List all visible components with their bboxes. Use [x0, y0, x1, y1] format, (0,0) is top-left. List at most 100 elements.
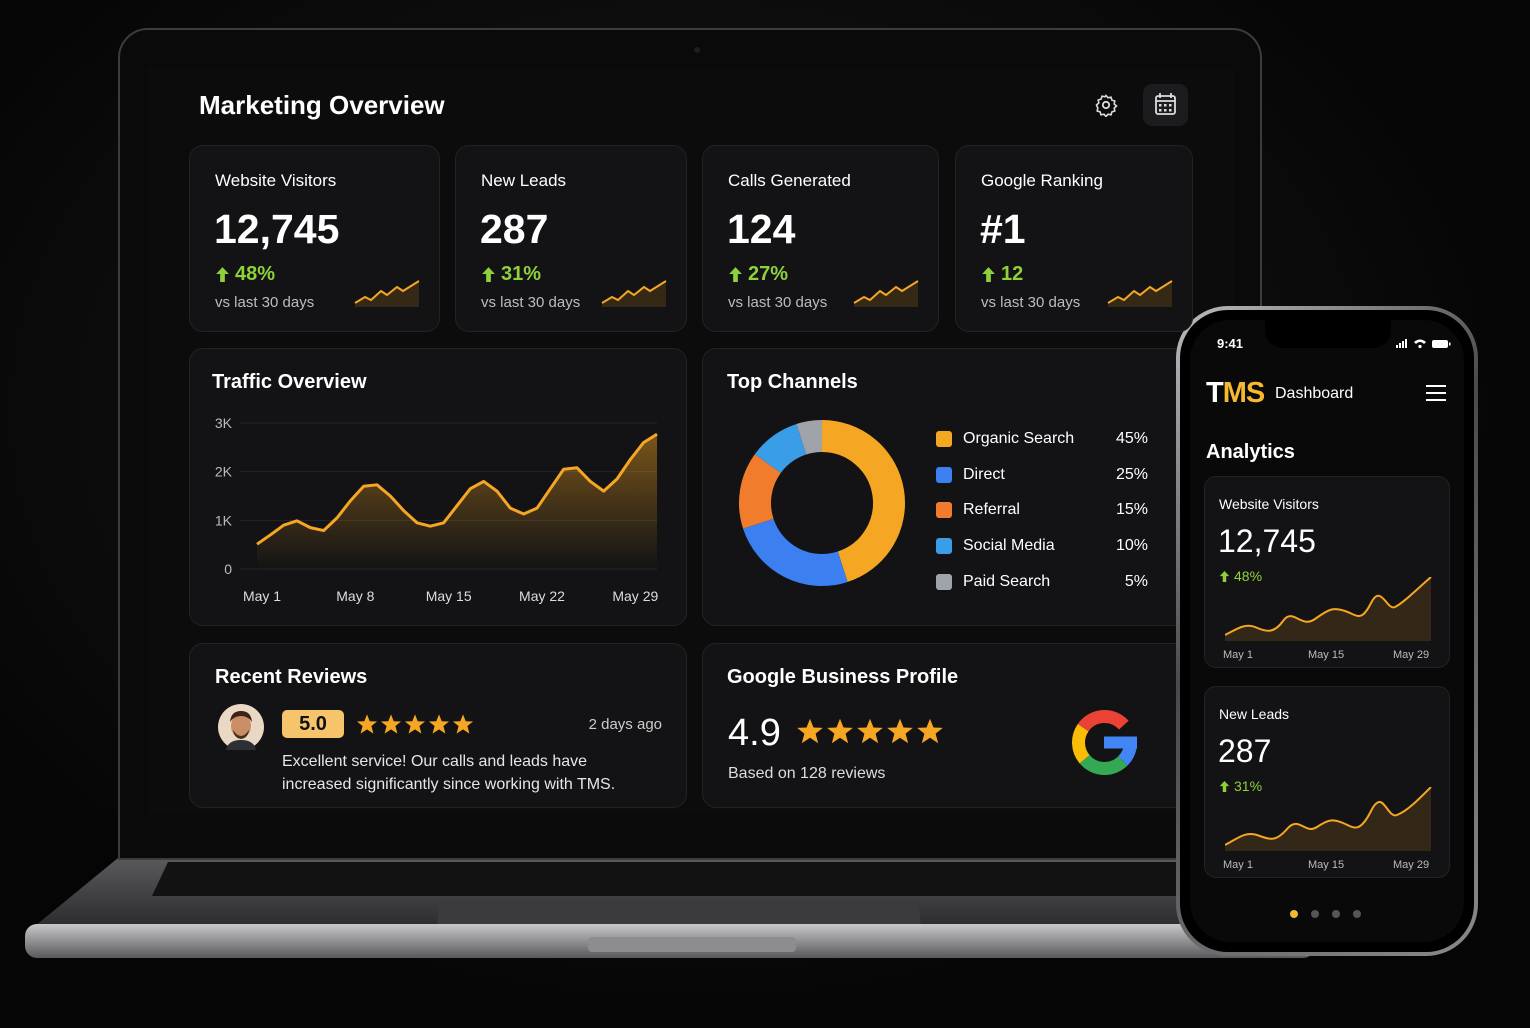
card-value: 12,745 [1218, 523, 1316, 559]
arrow-shape [482, 267, 495, 282]
x-label: May 1 [1223, 859, 1253, 871]
legend-label: Paid Search [963, 572, 1051, 590]
legend-item: Social Media 10% [936, 528, 1148, 564]
area [257, 434, 657, 569]
x-tick-label: May 8 [336, 588, 374, 604]
stars [356, 713, 476, 740]
star [380, 714, 402, 734]
legend-swatch [936, 573, 952, 590]
sparkline-area [1225, 577, 1431, 641]
kpi-label: Google Ranking [981, 171, 1103, 190]
traffic-chart: 0 1K 2K 3K May 1 May 8 May 15 May 22 May 29 [215, 415, 659, 604]
star [404, 714, 426, 734]
page-title: Marketing Overview [199, 90, 445, 120]
arrow-shape [216, 267, 229, 282]
x-tick-label: May 1 [243, 588, 281, 604]
settings-button[interactable] [1094, 93, 1118, 117]
change-value: 31% [1234, 778, 1263, 794]
card-title: Traffic Overview [212, 371, 367, 393]
star [428, 714, 450, 734]
star-shape [797, 718, 823, 744]
up-arrow [1219, 570, 1230, 582]
rating-badge: 5.0 [282, 710, 344, 738]
legend-item: Direct 25% [936, 457, 1148, 493]
calendar-icon [1155, 93, 1176, 115]
kpi-change: 48% [215, 263, 275, 286]
change-value: 48% [1234, 568, 1263, 584]
logo-arc [1077, 710, 1129, 732]
donut-segment [743, 518, 848, 586]
x-label: May 15 [1308, 649, 1345, 661]
google-logo [1072, 710, 1137, 775]
donut-chart [739, 420, 905, 586]
phone-card: New Leads 287 31% May 1 May 15 May 29 [1204, 686, 1450, 878]
x-label: May 29 [1393, 649, 1430, 661]
reviews-card: Recent Reviews 5.0 2 days ago Excellent … [189, 643, 687, 808]
kpi-card: Calls Generated 124 27% vs last 30 days [702, 145, 939, 332]
notch [1265, 318, 1391, 348]
sparkline-line [1225, 577, 1432, 636]
sparkline-line [853, 280, 919, 304]
legend-label: Direct [963, 465, 1005, 483]
traffic-card: Traffic Overview 0 1K 2K 3K May 1 May 8 May 15… [189, 348, 687, 626]
pager-dot[interactable] [1332, 910, 1340, 918]
phone-title: Dashboard [1275, 385, 1354, 402]
calendar-button[interactable] [1143, 84, 1188, 126]
legend: Organic Search 45% Direct 25% Referral 15% Soc… [936, 421, 1148, 599]
y-tick-label: 1K [215, 512, 233, 528]
up-arrow [982, 267, 995, 282]
arrow-shape [982, 267, 995, 282]
google-rating: 4.9 [728, 712, 781, 754]
kpi-change: 31% [481, 263, 541, 286]
x-label: May 15 [1308, 859, 1345, 871]
pager-dot[interactable] [1290, 910, 1298, 918]
status-time: 9:41 [1217, 336, 1244, 351]
legend-value: 10% [1115, 536, 1148, 554]
legend-label: Social Media [963, 536, 1055, 554]
y-tick-label: 3K [215, 415, 233, 431]
card-change: 31% [1219, 778, 1262, 794]
stars [796, 717, 946, 750]
pager-dot[interactable] [1311, 910, 1319, 918]
legend-label: Organic Search [963, 429, 1075, 447]
arrow-shape [1219, 570, 1230, 582]
sparkline [1225, 577, 1432, 641]
up-arrow [216, 267, 229, 282]
phone-card: Website Visitors 12,745 48% May 1 May 15 May … [1204, 476, 1450, 668]
legend-swatch [936, 466, 952, 483]
pager [1290, 910, 1361, 918]
kpi-card: New Leads 287 31% vs last 30 days [455, 145, 687, 332]
arrow-shape [1219, 780, 1230, 792]
review-text: Excellent service! Our calls and leads h… [282, 753, 616, 793]
star [452, 714, 474, 734]
kpi-change: 27% [728, 263, 788, 286]
pager-dot[interactable] [1353, 910, 1361, 918]
kpi-note: vs last 30 days [481, 294, 581, 311]
donut-segment [821, 420, 905, 582]
sparkline [853, 280, 919, 307]
legend-value: 15% [1115, 501, 1148, 519]
status-icons [1396, 339, 1451, 349]
x-tick-label: May 22 [519, 588, 565, 604]
sparkline [601, 280, 667, 307]
star-shape [887, 718, 913, 744]
x-tick-label: May 15 [426, 588, 472, 604]
card-title: Top Channels [727, 371, 858, 393]
kpi-value: #1 [980, 206, 1026, 252]
donut-segment [796, 420, 823, 455]
kpi-change: 12 [981, 263, 1023, 286]
star [887, 718, 913, 744]
star-shape [404, 714, 426, 734]
legend-item: Organic Search 45% [936, 421, 1148, 457]
change-value: 31% [501, 263, 542, 285]
kpi-note: vs last 30 days [215, 294, 315, 311]
logo-bar [1104, 736, 1137, 749]
change-value: 12 [1001, 263, 1024, 285]
arrow-shape [729, 267, 742, 282]
star [356, 714, 378, 734]
menu-button[interactable] [1425, 384, 1447, 402]
y-tick-label: 0 [224, 561, 232, 577]
logo-arc [1079, 754, 1128, 775]
legend-value: 25% [1115, 465, 1148, 483]
